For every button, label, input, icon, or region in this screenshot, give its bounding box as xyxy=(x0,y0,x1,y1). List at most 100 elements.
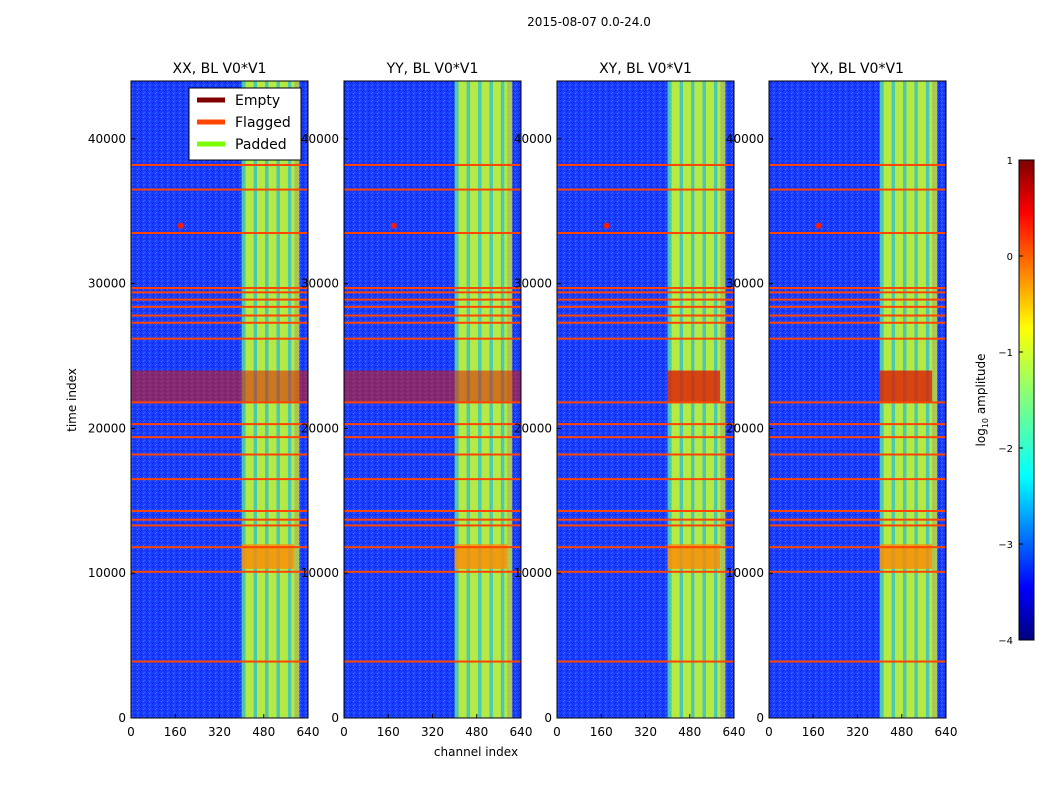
y-tick-label: 20000 xyxy=(88,421,126,435)
y-tick-label: 0 xyxy=(544,711,552,725)
y-tick-label: 0 xyxy=(331,711,339,725)
flagged-row xyxy=(131,305,308,308)
flagged-row xyxy=(131,423,308,426)
flagged-row xyxy=(344,401,521,404)
flagged-row xyxy=(769,423,946,426)
x-tick-label: 160 xyxy=(802,725,825,739)
burst-region xyxy=(879,370,933,403)
flagged-row xyxy=(769,524,946,527)
flagged-row xyxy=(344,305,521,308)
point-source xyxy=(603,222,610,229)
legend: Empty Flagged Padded xyxy=(188,87,302,161)
flagged-row xyxy=(769,287,946,290)
flagged-row xyxy=(344,298,521,301)
flagged-row xyxy=(344,660,521,663)
flagged-row xyxy=(769,660,946,663)
colorbar-tick-label: 0 xyxy=(1007,252,1013,263)
colorbar-ticks: 1 0 −1 −2 −3 −4 xyxy=(998,156,1023,647)
flagged-row xyxy=(557,546,734,549)
flagged-row xyxy=(769,298,946,301)
flagged-row xyxy=(557,188,734,191)
y-tick-label: 30000 xyxy=(88,277,126,291)
flagged-row xyxy=(557,232,734,235)
x-tick-label: 480 xyxy=(678,725,701,739)
flagged-row xyxy=(131,478,308,481)
x-tick-label: 320 xyxy=(846,725,869,739)
x-tick-label: 0 xyxy=(340,725,348,739)
colorbar-tick-label: −3 xyxy=(998,540,1013,551)
y-tick-label: 10000 xyxy=(88,566,126,580)
flagged-row xyxy=(557,518,734,521)
flagged-row xyxy=(557,287,734,290)
flagged-row xyxy=(557,453,734,456)
figure-title: 2015-08-07 0.0-24.0 xyxy=(527,15,651,29)
flagged-row xyxy=(131,232,308,235)
flagged-row xyxy=(557,298,734,301)
legend-label: Padded xyxy=(235,137,287,153)
flagged-row xyxy=(344,188,521,191)
x-tick-label: 320 xyxy=(208,725,231,739)
x-tick-label: 640 xyxy=(297,725,320,739)
y-tick-label: 30000 xyxy=(301,277,339,291)
panel-xx: XX, BL V0*V1 0 160 320 480 640 0 10000 20000 3000… xyxy=(88,61,320,739)
flagged-row xyxy=(131,298,308,301)
flagged-row xyxy=(344,546,521,549)
flagged-row xyxy=(344,570,521,573)
point-source xyxy=(177,222,184,229)
flagged-row xyxy=(344,478,521,481)
rfi-channel-stripe xyxy=(717,81,726,718)
y-tick-label: 40000 xyxy=(726,132,764,146)
flagged-row xyxy=(557,291,734,294)
colorbar-tick-label: −1 xyxy=(998,348,1013,359)
flagged-row xyxy=(344,453,521,456)
colorbar-label: log10 amplitude xyxy=(974,354,990,447)
flagged-row xyxy=(557,163,734,166)
panel-title: YY, BL V0*V1 xyxy=(386,61,479,77)
y-tick-label: 20000 xyxy=(514,421,552,435)
x-tick-label: 320 xyxy=(634,725,657,739)
colorbar: 1 0 −1 −2 −3 −4 log10 amplitude xyxy=(974,156,1035,647)
burst-region xyxy=(131,370,308,403)
flagged-row xyxy=(131,291,308,294)
x-tick-label: 640 xyxy=(723,725,746,739)
flagged-row xyxy=(131,546,308,549)
flagged-row xyxy=(131,509,308,512)
flagged-row xyxy=(131,401,308,404)
flagged-row xyxy=(344,509,521,512)
flagged-row xyxy=(131,287,308,290)
y-tick-label: 30000 xyxy=(726,277,764,291)
flagged-row xyxy=(557,314,734,317)
y-tick-label: 0 xyxy=(118,711,126,725)
panel-title: XY, BL V0*V1 xyxy=(599,61,692,77)
y-tick-label: 10000 xyxy=(514,566,552,580)
flagged-row xyxy=(557,478,734,481)
flagged-row xyxy=(769,570,946,573)
panel-title: XX, BL V0*V1 xyxy=(173,61,267,77)
x-tick-label: 320 xyxy=(421,725,444,739)
flagged-row xyxy=(131,314,308,317)
flagged-row xyxy=(769,314,946,317)
flagged-row xyxy=(344,291,521,294)
flagged-row xyxy=(557,401,734,404)
x-tick-label: 160 xyxy=(377,725,400,739)
burst-region xyxy=(344,370,521,403)
flagged-row xyxy=(769,436,946,439)
x-axis-label: channel index xyxy=(434,745,518,759)
flagged-row xyxy=(769,518,946,521)
flagged-row xyxy=(344,321,521,324)
x-tick-label: 480 xyxy=(465,725,488,739)
flagged-row xyxy=(344,337,521,340)
colorbar-tick-label: −2 xyxy=(998,444,1013,455)
legend-label: Flagged xyxy=(235,115,291,131)
flagged-row xyxy=(769,163,946,166)
flagged-row xyxy=(131,188,308,191)
rfi-channel-stripe xyxy=(929,81,938,718)
flagged-row xyxy=(131,337,308,340)
flagged-row xyxy=(769,401,946,404)
point-source xyxy=(390,222,397,229)
flagged-row xyxy=(557,570,734,573)
flagged-row xyxy=(557,321,734,324)
flagged-row xyxy=(344,518,521,521)
flagged-row xyxy=(769,232,946,235)
